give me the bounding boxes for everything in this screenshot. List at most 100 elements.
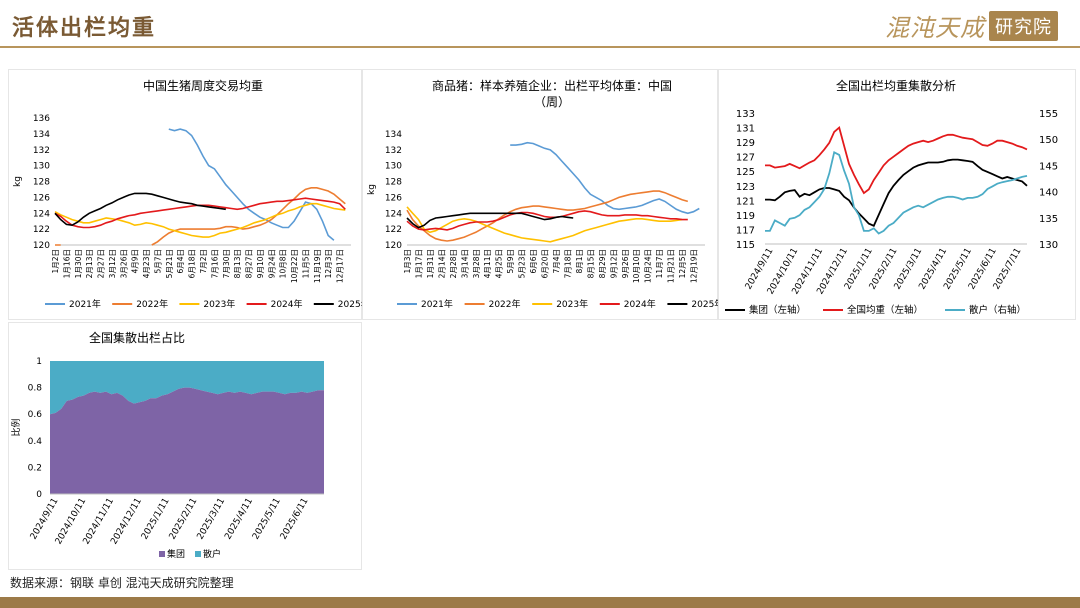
y-tick-label: 0 [36,490,42,500]
x-tick-label: 2月13日 [85,249,94,278]
x-tick-label: 10月22日 [290,249,299,283]
y-axis-label: 比例 [10,418,22,436]
y-tick-label: 130 [33,162,50,172]
y-tick-label: 0.4 [28,437,43,447]
series-line-2023年 [54,202,346,238]
series-line-2025年 [54,192,226,227]
x-tick-label: 2025/3/11 [196,497,228,542]
footer-bar [0,597,1080,608]
y-right-tick-label: 145 [1039,161,1058,172]
x-tick-label: 4月25日 [495,249,504,278]
x-tick-label: 7月2日 [199,249,208,274]
y-tick-label: 126 [33,193,50,203]
legend-label: 2021年 [421,298,453,310]
area-series-散户 [50,361,324,415]
y-left-tick-label: 121 [736,196,755,207]
data-source-note: 数据来源：钢联 卓创 混沌天成研究院整理 [10,576,234,590]
x-tick-label: 7月4日 [552,249,561,274]
chart-panel-sample-enterprise-weight: 商品猪：样本养殖企业：出栏平均体重：中国 （周） kg 120 122 124 126 128… [362,69,723,320]
series-line-2025年 [406,212,574,229]
x-tick-label: 11月7日 [655,249,664,278]
y-left-tick-label: 129 [736,138,755,149]
x-tick-label: 1月17日 [414,249,423,278]
x-tick-label: 1月31日 [426,249,435,278]
x-tick-label: 6月20日 [541,249,550,278]
x-tick-label: 12月5日 [678,249,687,278]
legend-label: 散户（右轴） [969,304,1026,316]
y-left-tick-label: 125 [736,167,755,178]
chart-group-retail-share: 全国集散出栏占比比例00.20.40.60.812024/9/112024/10… [10,330,324,560]
y-right-tick-label: 155 [1039,109,1058,120]
series-line-2023年 [406,206,683,243]
y-tick-label: 132 [33,146,50,156]
legend-label: 集团 [167,548,185,560]
y-right-tick-label: 135 [1039,214,1058,225]
x-tick-label: 10月8日 [279,249,288,278]
y-left-tick-label: 115 [736,240,755,251]
x-tick-label: 9月12日 [609,249,618,278]
y-left-tick-label: 127 [736,153,755,164]
legend-label: 集团（左轴） [749,304,806,316]
legend-label: 2024年 [271,298,303,310]
x-tick-label: 10月10日 [632,249,641,283]
chart-title: 商品猪：样本养殖企业：出栏平均体重：中国 [432,78,672,93]
legend-label: 2025年 [691,298,723,310]
legend-label: 2021年 [69,298,101,310]
x-tick-label: 7月18日 [563,249,572,278]
y-tick-label: 0.6 [28,410,43,420]
chart-panel-weekly-weight: 中国生猪周度交易均重 kg 120 122 124 126 128 130 132 134 136 1… [8,69,370,320]
legend-label: 2023年 [556,298,588,310]
x-tick-label: 4月23日 [142,249,151,278]
y-tick-label: 124 [33,209,50,219]
x-tick-label: 8月1日 [575,249,584,274]
x-tick-label: 4月11日 [483,249,492,278]
x-tick-label: 2025/1/11 [140,497,172,542]
x-tick-label: 9月26日 [621,249,630,278]
x-tick-label: 3月14日 [460,249,469,278]
legend-label: 2023年 [203,298,235,310]
x-tick-label: 9月10日 [256,249,265,278]
x-tick-label: 1月3日 [403,249,412,274]
brand-logo: 混沌天成 研究院 [885,8,1058,43]
series-line-散户（右轴） [765,150,1028,235]
y-axis-label: kg [13,176,23,187]
x-tick-label: 6月4日 [176,249,185,274]
x-tick-label: 5月7日 [153,249,162,274]
y-right-tick-label: 140 [1039,188,1058,199]
y-left-tick-label: 123 [736,182,755,193]
y-tick-label: 136 [33,114,50,124]
chart-group-retail-weight: 全国出栏均重集散分析 115 117 119 121 123 125 127 129 131 133… [725,78,1058,316]
legend-swatch [195,551,201,557]
x-tick-label: 6月18日 [188,249,197,278]
y-tick-label: 130 [385,162,402,172]
chart-title: 全国集散出栏占比 [89,330,185,345]
x-tick-label: 3月12日 [108,249,117,278]
chart-title: 中国生猪周度交易均重 [143,78,263,93]
series-line-2024年 [406,210,688,231]
header-divider [0,46,1080,48]
series-line-2024年 [54,197,346,229]
y-right-tick-label: 130 [1039,240,1058,251]
legend-label: 2024年 [624,298,656,310]
series-line-2022年 [55,187,346,246]
y-tick-label: 128 [385,178,402,188]
x-tick-label: 8月27日 [245,249,254,278]
legend-label: 2025年 [338,298,370,310]
x-tick-label: 2月28日 [449,249,458,278]
y-tick-label: 0.8 [28,384,43,394]
y-tick-label: 132 [385,146,402,156]
x-tick-label: 5月23日 [518,249,527,278]
legend-label: 2022年 [489,298,521,310]
series-line-全国均重（左轴） [765,125,1028,195]
series-line-2022年 [406,190,689,242]
x-tick-label: 12月17日 [336,249,345,283]
y-tick-label: 134 [385,130,402,140]
y-tick-label: 122 [33,225,50,235]
y-tick-label: 122 [385,225,402,235]
y-right-tick-label: 150 [1039,135,1058,146]
y-left-tick-label: 119 [736,211,755,222]
chart-sample-enterprise-weight: 商品猪：样本养殖企业：出栏平均体重：中国 （周） kg 120 122 124 126 128… [367,78,723,310]
x-tick-label: 2024/9/11 [29,497,61,542]
y-tick-label: 1 [36,357,42,367]
x-tick-label: 9月24日 [267,249,276,278]
